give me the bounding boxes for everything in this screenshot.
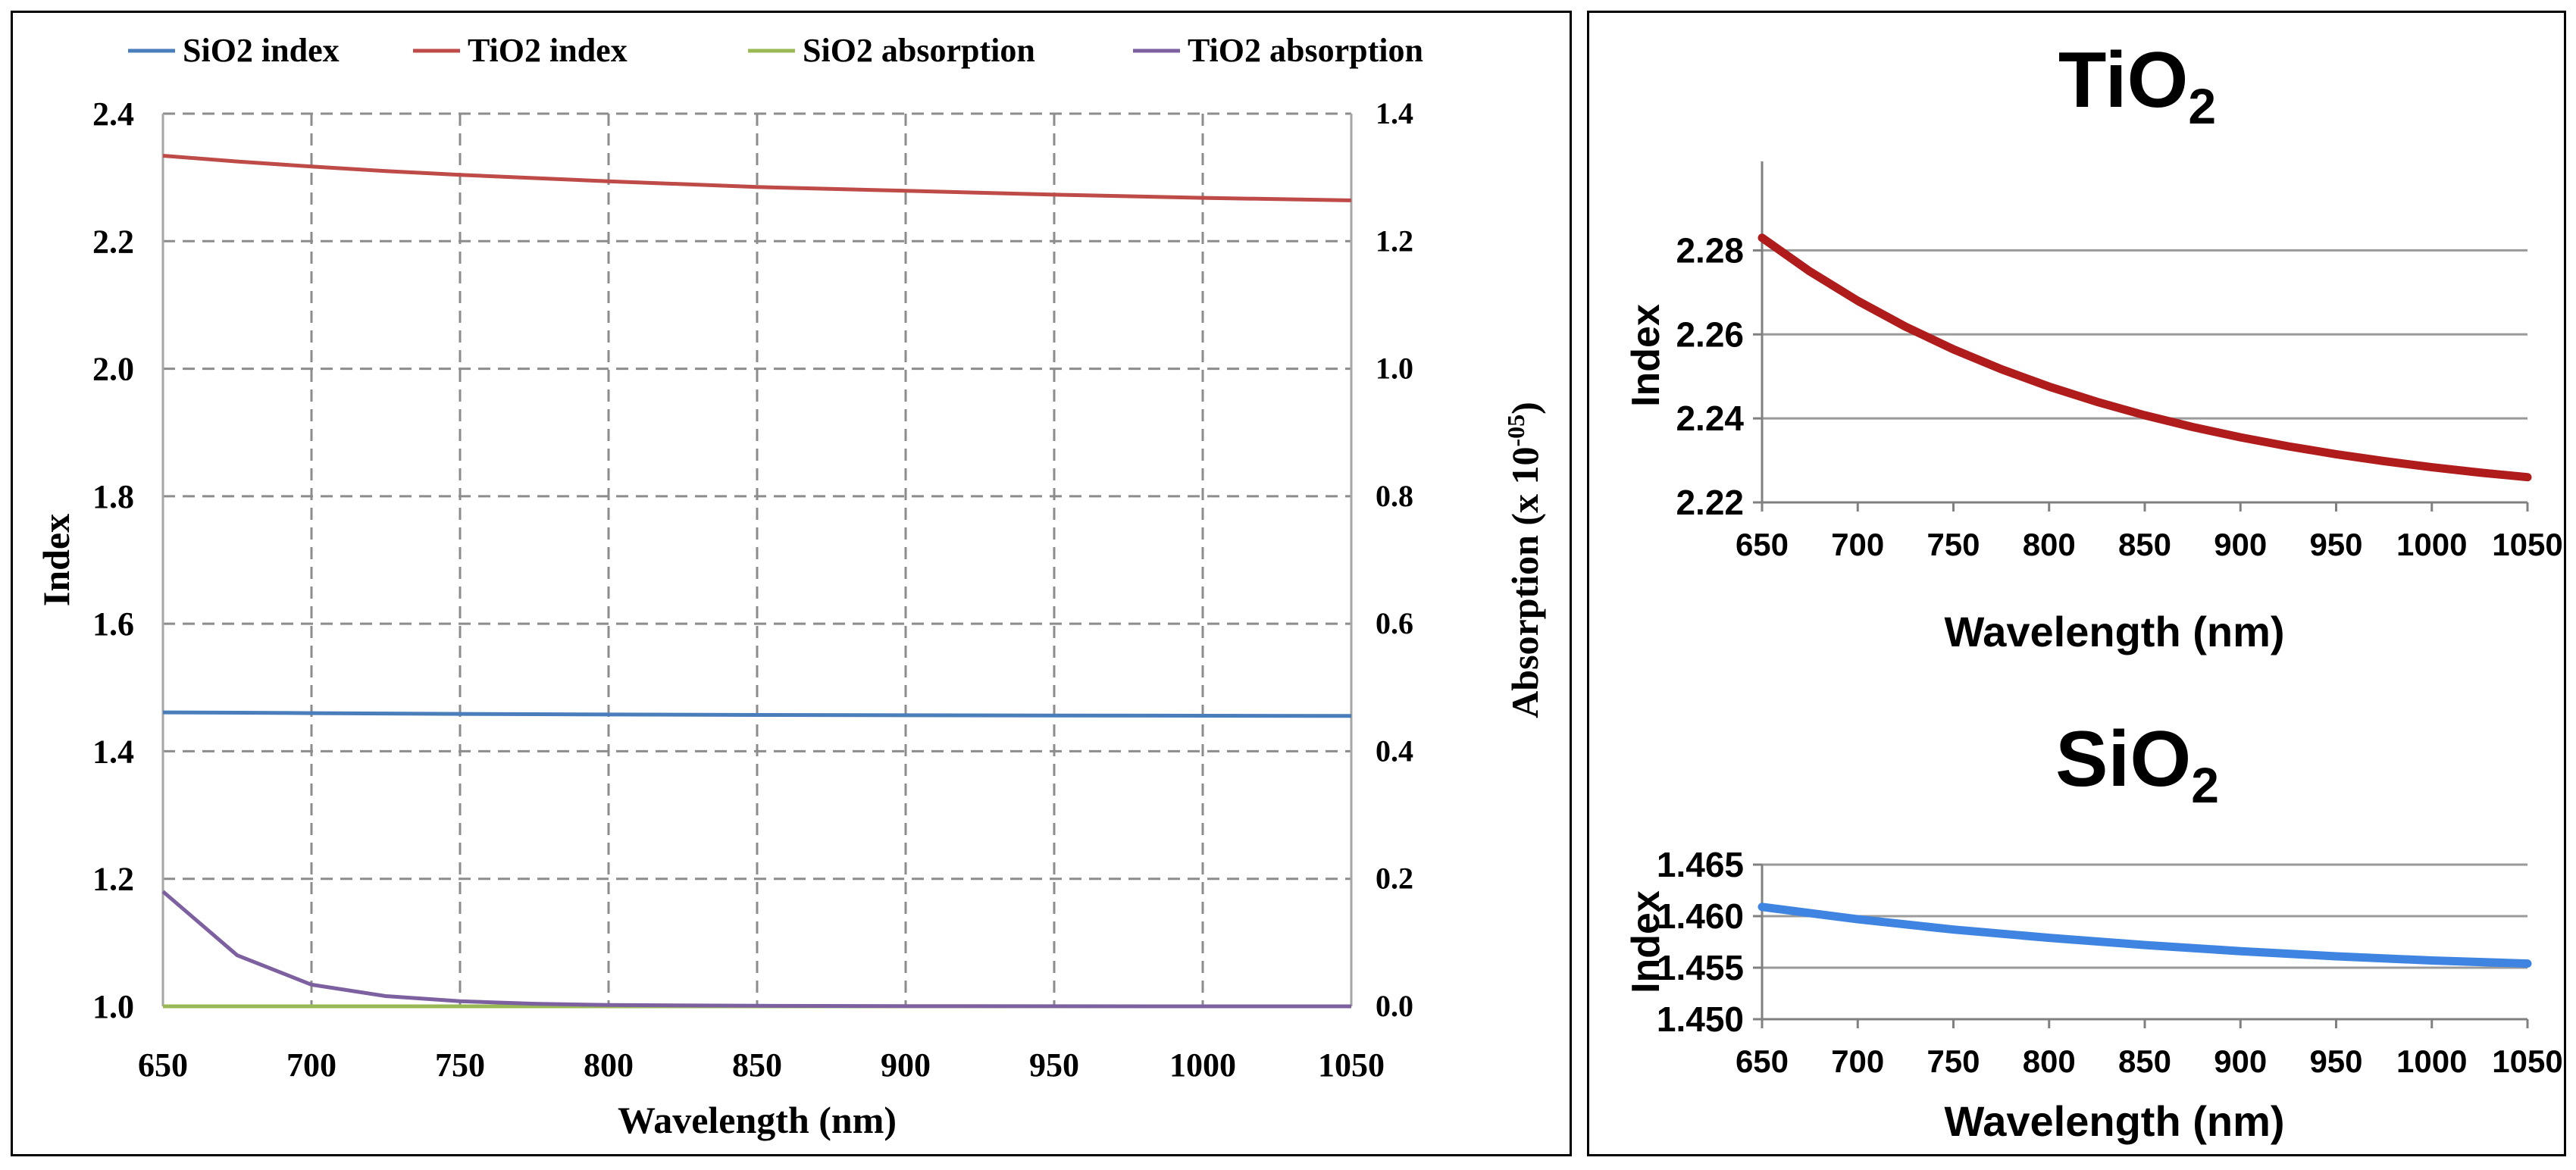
y-tick-label: 1.460 (1657, 896, 1744, 936)
y-tick-label: 1.6 (92, 605, 134, 643)
x-tick-label: 650 (138, 1046, 188, 1084)
x-tick-label: 950 (2309, 1043, 2362, 1079)
y2-tick-label: 0.0 (1376, 989, 1413, 1023)
x-tick-label: 650 (1736, 1043, 1789, 1079)
y-tick-label: 1.450 (1657, 1000, 1744, 1039)
y-tick-label: 2.22 (1676, 483, 1744, 522)
x-tick-label: 800 (2023, 1043, 2076, 1079)
y2-tick-label: 0.4 (1376, 734, 1413, 768)
chart-title: TiO2 (2058, 36, 2216, 134)
x-tick-label: 1050 (2492, 1043, 2562, 1079)
x-axis-title: Wavelength (nm) (1944, 608, 2284, 655)
x-tick-label: 750 (1927, 1043, 1980, 1079)
legend-label: SiO2 absorption (803, 32, 1035, 69)
x-tick-label: 900 (2214, 527, 2267, 562)
x-tick-label: 1050 (2492, 527, 2562, 562)
sio2-chart: SiO2 650 700 750 800 850 900 950 1000 1050 1.450 1.… (1624, 715, 2563, 1145)
y-tick-label: 2.2 (92, 223, 134, 260)
x-tick-label: 750 (435, 1046, 485, 1084)
x-tick-label: 700 (286, 1046, 336, 1084)
x-tick-label: 1000 (2396, 1043, 2467, 1079)
chart-title-subscript: 2 (2188, 78, 2216, 134)
series-line-tio2-absorption (161, 890, 1351, 1009)
y-tick-label: 1.2 (92, 861, 134, 898)
x-tick-label: 850 (2118, 527, 2171, 562)
y-axis-title: Index (1624, 890, 1668, 993)
series-line (1758, 903, 2532, 968)
x-tick-label: 800 (2023, 527, 2076, 562)
y-tick-label: 1.465 (1657, 845, 1744, 884)
series-line-tio2-index (162, 154, 1352, 202)
legend-label: TiO2 index (468, 32, 628, 69)
y-tick-label: 2.26 (1676, 314, 1744, 354)
y-tick-label: 1.0 (92, 988, 134, 1025)
y-axis-title: Index (35, 514, 77, 606)
main-chart: 650 700 750 800 850 900 950 1000 1050 1.0 1.2 1.4 1.… (35, 32, 1546, 1141)
y2-axis-title: Absorption (x 10-05) (1502, 402, 1546, 718)
series-line-sio2-index (162, 710, 1352, 718)
y2-tick-label: 0.6 (1376, 606, 1413, 640)
x-tick-label: 850 (2118, 1043, 2171, 1079)
y-axis-title: Index (1624, 304, 1668, 407)
y-tick-label: 2.0 (92, 351, 134, 388)
inset-charts-panel: TiO2 650 700 750 800 850 900 950 1000 1050 2.22 2.2… (1587, 11, 2566, 1156)
y2-tick-label: 0.8 (1376, 479, 1413, 513)
x-axis-title: Wavelength (nm) (618, 1099, 897, 1141)
x-tick-label: 1000 (2396, 527, 2467, 562)
y-tick-label: 1.4 (92, 733, 134, 770)
y-tick-label: 2.4 (92, 95, 134, 133)
y-tick-label: 2.28 (1676, 230, 1744, 270)
chart-title-subscript: 2 (2191, 757, 2219, 813)
chart-title-text: SiO (2055, 715, 2191, 803)
x-tick-label: 900 (881, 1046, 931, 1084)
x-tick-label: 700 (1831, 1043, 1884, 1079)
x-tick-label: 800 (584, 1046, 634, 1084)
x-tick-label: 950 (2309, 527, 2362, 562)
y-tick-label: 1.455 (1657, 948, 1744, 987)
x-tick-label: 700 (1831, 527, 1884, 562)
series-line (1758, 233, 2532, 482)
y2-axis-title-exponent: -05 (1502, 415, 1529, 447)
chart-title-text: TiO (2058, 36, 2188, 124)
y-tick-label: 1.8 (92, 478, 134, 515)
main-chart-panel: 650 700 750 800 850 900 950 1000 1050 1.0 1.2 1.4 1.… (11, 11, 1572, 1156)
legend-label: SiO2 index (183, 32, 340, 69)
x-tick-label: 750 (1927, 527, 1980, 562)
y2-tick-label: 0.2 (1376, 862, 1413, 896)
x-tick-label: 950 (1029, 1046, 1079, 1084)
x-tick-label: 900 (2214, 1043, 2267, 1079)
y2-axis-title-close: ) (1504, 402, 1546, 415)
tio2-chart: TiO2 650 700 750 800 850 900 950 1000 1050 2.22 2.2… (1624, 36, 2563, 655)
y2-tick-label: 1.4 (1376, 96, 1413, 130)
y2-tick-label: 1.0 (1376, 352, 1413, 386)
y2-tick-label: 1.2 (1376, 224, 1413, 258)
y-tick-label: 2.24 (1676, 399, 1744, 438)
x-tick-label: 650 (1736, 527, 1789, 562)
x-tick-label: 850 (732, 1046, 782, 1084)
y2-axis-title-text: Absorption (x 10 (1504, 446, 1546, 718)
x-tick-label: 1050 (1318, 1046, 1385, 1084)
x-tick-label: 1000 (1169, 1046, 1236, 1084)
chart-title: SiO2 (2055, 715, 2219, 813)
legend-label: TiO2 absorption (1188, 32, 1423, 69)
x-axis-title: Wavelength (nm) (1944, 1097, 2284, 1145)
